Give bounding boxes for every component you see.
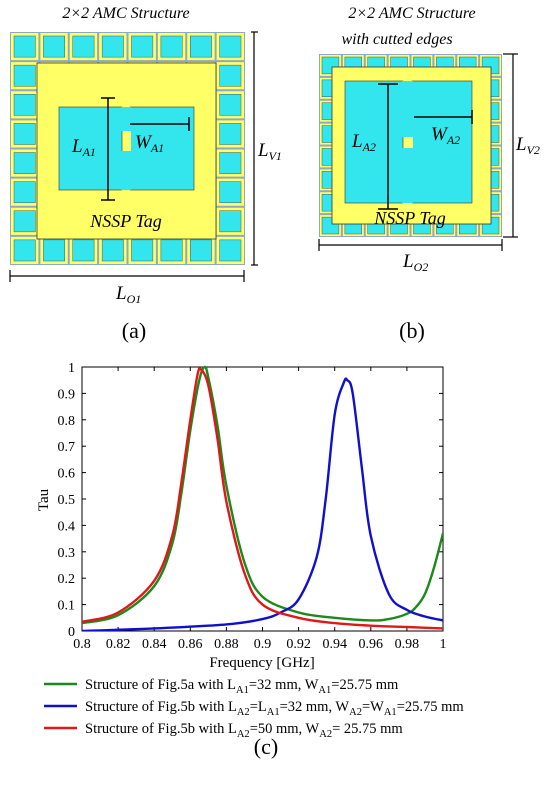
tag-slot-left-b <box>344 80 404 204</box>
amc-cell-patch <box>219 64 242 87</box>
x-tick-label: 0.88 <box>214 637 239 652</box>
y-tick-label: 0.4 <box>58 519 76 534</box>
x-tick-label: 0.92 <box>286 637 311 652</box>
y-tick-label: 1 <box>68 361 75 376</box>
amc-cell-patch <box>43 239 65 262</box>
tag-stub-top-b <box>402 81 413 137</box>
x-axis-ticks: 0.8 0.82 0.84 0.86 0.88 0.9 0.92 0.94 0.96 0.98 1 <box>73 367 447 652</box>
y-tick-label: 0.1 <box>58 599 76 614</box>
amc-cell-patch <box>13 181 36 203</box>
y-tick-label: 0.7 <box>58 440 76 455</box>
amc-cell-patch <box>72 35 95 58</box>
panel-c: 0.8 0.82 0.84 0.86 0.88 0.9 0.92 0.94 0.96 0.98 1 … <box>36 361 464 759</box>
tag-stub-top-a <box>121 107 131 131</box>
x-tick-label: 0.94 <box>322 637 347 652</box>
label-wa2: WA2 <box>431 124 460 147</box>
x-tick-label: 1 <box>440 637 447 652</box>
x-tick-label: 0.86 <box>178 637 203 652</box>
caption-a: (a) <box>122 318 146 343</box>
label-la1: LA1 <box>71 136 96 159</box>
tag-stub-bottom-b <box>402 148 413 203</box>
amc-cell-patch <box>190 239 212 262</box>
tag-tongue-a <box>125 131 131 151</box>
y-axis-ticks: 0 0.1 0.2 0.3 0.4 0.5 0.6 0.7 0.8 0.9 1 <box>58 361 443 640</box>
panel-a: 2×2 AMC Structure LA1 WA1 NSSP Tag LV1 L… <box>9 5 282 343</box>
x-tick-label: 0.8 <box>73 637 91 652</box>
amc-cell-patch <box>219 239 242 262</box>
amc-cell-patch <box>72 239 95 262</box>
label-lo2: LO2 <box>402 251 428 274</box>
label-lv1: LV1 <box>257 140 282 163</box>
amc-cell-patch <box>13 123 36 145</box>
series-line-red <box>82 367 443 630</box>
amc-cell-patch <box>131 239 154 262</box>
amc-cell-patch <box>13 152 36 174</box>
caption-c: (c) <box>254 734 278 759</box>
legend: Structure of Fig.5a with LA1=32 mm, WA1=… <box>44 677 464 740</box>
y-tick-label: 0.3 <box>58 546 76 561</box>
amc-cell-patch <box>190 35 212 58</box>
panel-b: 2×2 AMC Structure with cutted edges LA2 … <box>318 5 540 343</box>
x-tick-label: 0.84 <box>142 637 167 652</box>
legend-label-green: Structure of Fig.5a with LA1=32 mm, WA1=… <box>85 677 399 696</box>
amc-cell-patch <box>219 123 242 145</box>
amc-cell-patch <box>160 239 183 262</box>
panel-b-title: 2×2 AMC Structure <box>348 5 475 22</box>
tag-slot-left-a <box>58 106 123 191</box>
amc-cell-patch <box>219 94 242 116</box>
amc-cell-patch <box>13 239 36 262</box>
legend-label-blue: Structure of Fig.5b with LA2=LA1=32 mm, … <box>85 699 464 718</box>
label-lv2: LV2 <box>515 134 540 157</box>
y-tick-label: 0.5 <box>58 493 76 508</box>
amc-cell-patch <box>219 35 242 58</box>
series-line-blue <box>82 377 443 631</box>
tag-stub-bottom-a <box>121 151 131 190</box>
y-tick-label: 0.8 <box>58 414 76 429</box>
y-tick-label: 0 <box>68 625 75 640</box>
label-la2: LA2 <box>351 131 376 154</box>
y-tick-label: 0.9 <box>58 387 76 402</box>
series-line-green <box>82 365 443 625</box>
y-axis-label: Tau <box>36 488 52 511</box>
amc-cell-patch <box>160 35 183 58</box>
amc-cell-patch <box>219 210 242 233</box>
x-axis-label: Frequency [GHz] <box>209 655 314 671</box>
x-tick-label: 0.96 <box>359 637 384 652</box>
nssp-tag-label-a: NSSP Tag <box>89 211 162 231</box>
amc-cell-patch <box>13 210 36 233</box>
amc-cell-patch <box>13 64 36 87</box>
panel-b-subtitle: with cutted edges <box>341 31 452 48</box>
y-tick-label: 0.2 <box>58 572 76 587</box>
series-layer <box>82 365 443 631</box>
x-tick-label: 0.98 <box>395 637 420 652</box>
amc-cell-patch <box>219 181 242 203</box>
tag-tongue-b <box>407 137 413 148</box>
amc-cell-patch <box>13 35 36 58</box>
nssp-tag-label-b: NSSP Tag <box>373 208 446 228</box>
panel-a-title: 2×2 AMC Structure <box>62 5 189 22</box>
x-tick-label: 0.9 <box>254 637 272 652</box>
label-wa1: WA1 <box>135 132 164 155</box>
amc-cell-patch <box>219 152 242 174</box>
amc-cell-patch <box>101 239 124 262</box>
amc-cell-patch <box>13 94 36 116</box>
label-lo1: LO1 <box>115 283 141 306</box>
caption-b: (b) <box>399 318 425 343</box>
legend-label-red: Structure of Fig.5b with LA2=50 mm, WA2=… <box>85 721 403 740</box>
amc-cell-patch <box>131 35 154 58</box>
x-tick-label: 0.82 <box>106 637 131 652</box>
amc-cell-patch <box>101 35 124 58</box>
y-tick-label: 0.6 <box>58 467 76 482</box>
amc-cell-patch <box>43 35 65 58</box>
